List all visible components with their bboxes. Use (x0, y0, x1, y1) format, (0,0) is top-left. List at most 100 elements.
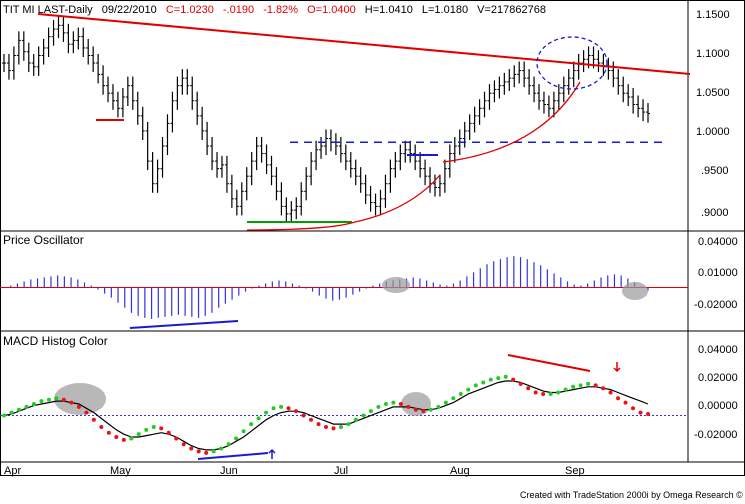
macd-dot (563, 387, 568, 392)
macd-dot (443, 400, 448, 405)
header-date: 09/22/2010 (102, 4, 157, 16)
oscillator-title: Price Oscillator (3, 233, 84, 247)
macd-dot (46, 397, 51, 402)
macd-dot (91, 417, 96, 422)
header-high: H=1.0410 (365, 4, 413, 16)
macd-dot (151, 424, 156, 429)
macd-dot (511, 377, 516, 382)
macd-dot (451, 396, 456, 401)
macd-dot (181, 442, 186, 447)
macd-dot (533, 390, 538, 395)
macd-dot (353, 417, 358, 422)
macd-dot (481, 380, 486, 385)
macd-dot (129, 436, 134, 441)
header-change: -.0190 (223, 4, 254, 16)
chart-frame (0, 0, 745, 476)
macd-dot (616, 396, 621, 401)
macd-dot (106, 430, 111, 435)
macd-dot (84, 410, 89, 415)
macd-dot (271, 406, 276, 411)
resistance-trendline (37, 13, 691, 75)
month-label: Aug (450, 465, 470, 477)
oscillator-bars (0, 256, 688, 329)
macd-dot (548, 391, 553, 396)
osc-tick: 0.01000 (698, 267, 738, 279)
price-tick: 1.1000 (696, 48, 730, 60)
oscillator-axis: 0.04000 0.01000 -0.02000 (694, 236, 738, 311)
macd-dot (2, 413, 6, 418)
macd-dot (279, 404, 284, 409)
macd-dot (496, 376, 501, 381)
macd-dot (368, 409, 373, 414)
macd-dot (526, 386, 531, 391)
date-axis: Apr May Jun Jul Aug Sep (4, 465, 585, 477)
macd-dot (631, 406, 636, 411)
macd-dot (331, 426, 336, 431)
up-arrow-icon (268, 448, 276, 459)
macd-dot (488, 377, 493, 382)
macd-dot (518, 381, 523, 386)
osc-divergence-line (129, 320, 239, 329)
header-open: O=1.0400 (307, 4, 356, 16)
header-close: C=1.0230 (166, 4, 214, 16)
header-symbol: TIT MI LAST-Daily (3, 4, 93, 16)
osc-highlight (622, 282, 648, 300)
macd-dot (24, 404, 29, 409)
macd-dot (174, 436, 179, 441)
price-tick: 1.1500 (696, 9, 730, 21)
macd-dot (391, 400, 396, 405)
macd-dot (226, 442, 231, 447)
macd-dot (16, 407, 21, 412)
macd-dot (413, 407, 418, 412)
osc-highlight (382, 277, 410, 293)
macd-dot (189, 446, 194, 451)
macd-dot (76, 404, 81, 409)
macd-dot (324, 424, 328, 429)
macd-dot (608, 390, 613, 395)
month-label: Apr (4, 465, 21, 477)
macd-dot (593, 383, 598, 388)
macd-dot (61, 397, 66, 402)
macd-dot (346, 422, 351, 427)
down-arrow-icon (613, 362, 621, 373)
rounding-top-arc (442, 81, 581, 163)
price-axis: 1.1500 1.1000 1.0500 1.0000 .9500 .9000 (696, 9, 730, 219)
header-low: L=1.0180 (422, 4, 468, 16)
macd-dot (646, 412, 650, 417)
macd-tick: 0.02000 (698, 372, 738, 384)
macd-dot (428, 407, 433, 412)
header-volume: V=217862768 (477, 4, 546, 16)
macd-axis: 0.04000 0.02000 0.00000 -0.02000 (694, 344, 738, 441)
macd-signal-line (3, 380, 649, 451)
macd-dot (503, 374, 508, 379)
macd-dot (586, 381, 591, 386)
price-bars (2, 16, 650, 223)
month-label: Jun (220, 465, 238, 477)
macd-dot (69, 400, 74, 405)
price-tick: 1.0000 (696, 126, 730, 138)
macd-dot (466, 387, 471, 392)
rounding-bottom-arc (246, 174, 441, 231)
macd-dot (421, 409, 426, 414)
macd-dot (376, 404, 381, 409)
macd-dot (211, 449, 216, 454)
macd-dot (406, 404, 411, 409)
macd-dot (196, 449, 201, 454)
macd-dot (309, 417, 314, 422)
macd-tick: -0.02000 (694, 429, 737, 441)
macd-dot (219, 446, 224, 451)
macd-dot (121, 437, 126, 442)
macd-dot (54, 396, 59, 401)
macd-dot (249, 422, 254, 427)
macd-dot (241, 429, 246, 434)
macd-dot (383, 402, 388, 406)
macd-dot (144, 427, 149, 432)
macd-bottom-line (197, 452, 269, 460)
price-tick: .9000 (701, 207, 729, 219)
macd-highlight (54, 383, 106, 415)
macd-dot (458, 391, 463, 396)
macd-dot (31, 402, 36, 406)
header-change-pct: -1.82% (263, 4, 298, 16)
macd-dot (166, 430, 171, 435)
